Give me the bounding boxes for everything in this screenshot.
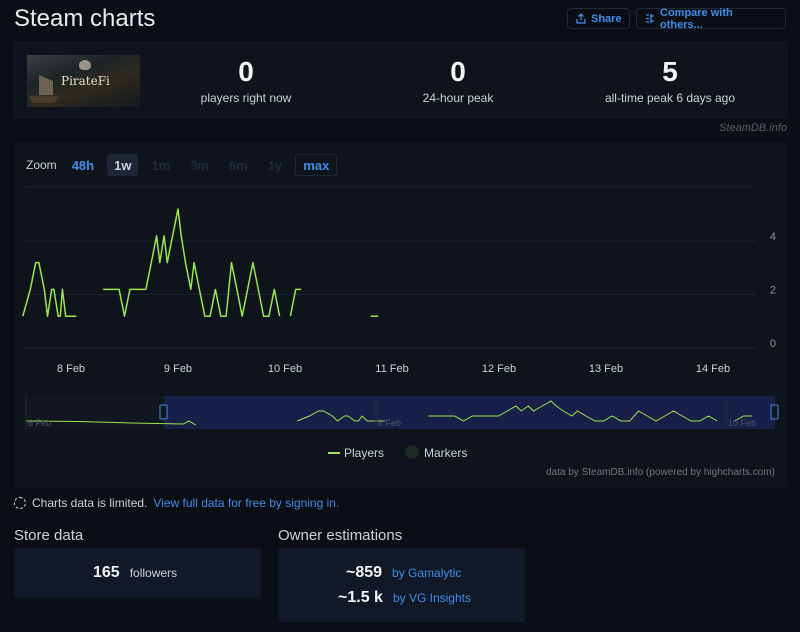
owner-estimations-title: Owner estimations xyxy=(278,527,403,544)
y-axis-tick-label: 4 xyxy=(770,231,776,243)
owner-estimate-value: ~859 xyxy=(346,564,383,581)
data-limited-notice: Charts data is limited. View full data f… xyxy=(14,496,339,510)
stat-value: 5 xyxy=(662,56,678,87)
y-axis-tick-label: 2 xyxy=(770,284,776,296)
zoom-max-button[interactable]: max xyxy=(295,154,338,176)
sign-in-link[interactable]: View full data for free by signing in. xyxy=(153,496,340,510)
chart-legend: Players Markers xyxy=(328,445,467,460)
players-series-line[interactable] xyxy=(289,288,302,317)
x-axis-tick-label: 10 Feb xyxy=(268,363,302,375)
navigator-tick-label: 6 Feb xyxy=(28,418,51,428)
zoom-48h-button[interactable]: 48h xyxy=(71,157,95,173)
owner-estimate-row: ~859 by Gamalytic xyxy=(346,564,461,582)
legend-players[interactable]: Players xyxy=(344,446,384,460)
zoom-1m-button: 1m xyxy=(151,157,171,173)
navigator-tick-label: 10 Feb xyxy=(728,418,756,428)
compare-icon xyxy=(645,13,655,24)
compare-button[interactable]: Compare with others... xyxy=(636,6,786,31)
owner-estimate-row: ~1.5 k by VG Insights xyxy=(338,589,471,607)
share-button[interactable]: Share xyxy=(567,8,630,29)
navigator-left-handle[interactable] xyxy=(159,404,168,420)
stat-value: 0 xyxy=(238,56,254,87)
share-icon xyxy=(576,13,586,24)
stat-players-now: 0 players right now xyxy=(185,56,307,106)
x-axis-tick-label: 12 Feb xyxy=(482,363,516,375)
vg-insights-link[interactable]: by VG Insights xyxy=(392,591,471,605)
game-logo: PirateFi xyxy=(61,74,110,88)
owner-estimations-card: ~859 by Gamalytic ~1.5 k by VG Insights xyxy=(278,548,525,622)
x-axis-tick-label: 8 Feb xyxy=(57,363,85,375)
players-series-line[interactable] xyxy=(103,208,281,317)
chart-credit[interactable]: data by SteamDB.info (powered by highcha… xyxy=(546,467,775,478)
stat-24h-peak: 0 24-hour peak xyxy=(397,56,519,106)
followers-count: 165 xyxy=(93,564,120,581)
game-capsule-image[interactable]: PirateFi xyxy=(27,55,140,107)
share-label: Share xyxy=(591,12,622,25)
navigator-selection[interactable] xyxy=(164,396,775,429)
stats-panel: PirateFi 0 players right now 0 24-hour p… xyxy=(14,42,787,118)
navigator-series-line xyxy=(25,400,753,426)
stat-label: 24-hour peak xyxy=(422,91,494,105)
legend-markers[interactable]: Markers xyxy=(424,446,467,460)
navigator-tick-label: 8 Feb xyxy=(378,418,401,428)
followers-label: followers xyxy=(129,566,178,580)
player-count-chart[interactable]: 0 2 4 8 Feb 9 Feb 10 Feb 11 Feb 12 Feb 13 Feb 14… xyxy=(14,142,787,487)
zoom-6m-button: 6m xyxy=(229,157,248,173)
stat-label: players right now xyxy=(200,91,292,105)
compare-label: Compare with others... xyxy=(660,6,733,31)
page-title: Steam charts xyxy=(14,5,156,32)
navigator-right-handle[interactable] xyxy=(770,404,779,420)
y-axis-tick-label: 0 xyxy=(770,338,776,350)
store-data-card: 165 followers xyxy=(14,548,261,597)
zoom-label: Zoom xyxy=(26,158,57,172)
stat-all-time-peak: 5 all-time peak 6 days ago xyxy=(585,56,755,106)
chart-panel: Zoom 48h 1w 1m 3m 6m 1y max 0 2 4 8 Feb 9 F… xyxy=(14,142,787,487)
followers-row: 165 followers xyxy=(93,564,177,582)
x-axis-tick-label: 11 Feb xyxy=(375,363,408,375)
dashed-circle-icon xyxy=(14,497,26,509)
zoom-3m-button: 3m xyxy=(190,157,210,173)
gamalytic-link[interactable]: by Gamalytic xyxy=(392,566,462,580)
stat-value: 0 xyxy=(450,56,466,87)
zoom-controls: Zoom 48h 1w 1m 3m 6m 1y max xyxy=(26,154,338,176)
zoom-1y-button: 1y xyxy=(267,157,283,173)
x-axis-tick-label: 9 Feb xyxy=(164,363,192,375)
legend-markers-symbol xyxy=(405,445,419,459)
steamdb-watermark: SteamDB.info xyxy=(719,122,787,134)
limited-text: Charts data is limited. xyxy=(32,496,148,510)
owner-estimate-value: ~1.5 k xyxy=(338,589,383,606)
store-data-title: Store data xyxy=(14,527,84,544)
stat-label: all-time peak 6 days ago xyxy=(604,91,736,105)
players-series-line[interactable] xyxy=(22,261,77,317)
x-axis-tick-label: 13 Feb xyxy=(589,363,623,375)
skull-icon xyxy=(79,60,91,70)
zoom-1w-button[interactable]: 1w xyxy=(107,154,139,176)
x-axis-tick-label: 14 Feb xyxy=(696,363,730,375)
